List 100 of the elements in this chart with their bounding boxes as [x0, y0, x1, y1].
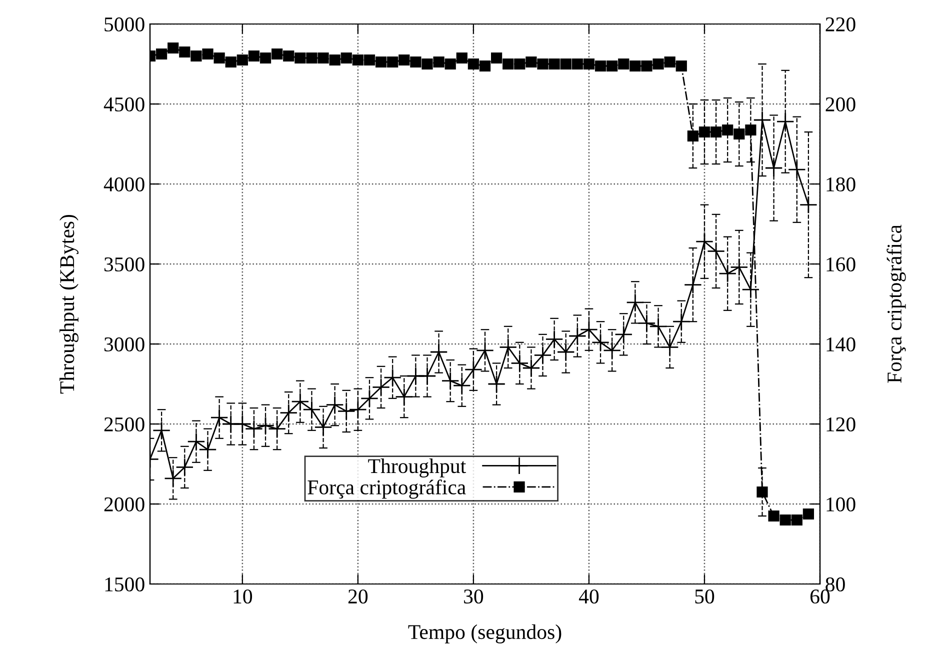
point	[294, 52, 306, 64]
point	[698, 126, 710, 138]
point	[398, 54, 410, 66]
point	[291, 392, 310, 411]
point	[676, 60, 687, 72]
point	[272, 48, 283, 60]
legend-label: Throughput	[368, 458, 466, 478]
point	[672, 312, 690, 331]
point	[756, 486, 768, 498]
point	[464, 360, 482, 379]
point	[444, 58, 456, 70]
point	[614, 325, 633, 344]
y2-tick-label: 120	[826, 417, 856, 432]
point	[580, 320, 598, 339]
y-tick-label: 5000	[104, 17, 144, 32]
point	[387, 56, 398, 68]
x-tick-label: 10	[234, 589, 252, 604]
point	[684, 276, 702, 294]
point	[548, 58, 560, 70]
point	[652, 58, 664, 70]
y2-tick-label: 160	[826, 257, 856, 272]
point	[722, 124, 734, 136]
y-tick-label: 4500	[104, 97, 144, 112]
point	[591, 333, 610, 352]
point	[280, 404, 298, 422]
point	[152, 421, 171, 440]
point	[337, 402, 356, 420]
point	[618, 58, 630, 70]
point	[649, 317, 668, 336]
point	[202, 48, 214, 60]
point	[710, 126, 722, 138]
point	[502, 58, 514, 70]
y-tick-label: 3000	[104, 337, 144, 352]
point	[490, 52, 502, 64]
point	[764, 158, 783, 178]
point	[268, 420, 286, 438]
point	[190, 50, 202, 62]
point	[730, 258, 748, 276]
point	[742, 280, 760, 299]
y2-tick-label: 140	[826, 337, 856, 352]
point	[707, 242, 726, 260]
point	[384, 368, 402, 387]
point	[179, 46, 190, 58]
point	[791, 514, 802, 526]
point	[156, 48, 168, 60]
point	[433, 56, 444, 68]
point	[418, 366, 436, 386]
point	[340, 52, 352, 64]
point	[594, 60, 606, 72]
x-axis-title: Tempo (segundos)	[408, 624, 562, 644]
point	[780, 514, 791, 526]
point	[348, 400, 367, 419]
point	[479, 60, 491, 72]
point	[526, 56, 537, 68]
point	[534, 346, 552, 364]
y2-tick-label: 200	[826, 97, 856, 112]
y2-tick-label: 180	[826, 177, 856, 192]
point	[799, 196, 818, 214]
point	[630, 60, 641, 72]
point	[603, 341, 622, 360]
point	[236, 54, 248, 66]
y2-tick-label: 220	[826, 17, 856, 32]
point	[572, 58, 583, 70]
point	[626, 293, 644, 312]
point	[302, 400, 321, 419]
y-tick-label: 3500	[104, 257, 144, 272]
y-tick-label: 4000	[104, 177, 144, 192]
point	[422, 58, 433, 70]
point	[641, 60, 652, 72]
y-tick-label: 2500	[104, 417, 144, 432]
y2-tick-label: 100	[826, 497, 856, 512]
point	[499, 338, 518, 356]
point	[364, 54, 376, 66]
point	[664, 56, 676, 68]
point	[318, 52, 329, 64]
y-tick-label: 1500	[105, 577, 144, 592]
point	[441, 372, 460, 390]
point	[452, 376, 471, 395]
point	[248, 50, 260, 62]
y2-axis-title: Força criptográfica	[886, 224, 906, 383]
point	[233, 414, 252, 434]
x-tick-label: 30	[464, 589, 484, 604]
point	[244, 420, 263, 438]
y-tick-label: 2000	[104, 497, 144, 512]
x-tick-label: 40	[578, 589, 599, 604]
point	[214, 52, 225, 64]
point	[225, 56, 236, 68]
point	[210, 408, 228, 427]
point	[510, 354, 529, 372]
point	[522, 358, 540, 378]
point	[583, 58, 595, 70]
point	[768, 510, 780, 522]
point	[168, 42, 179, 54]
point	[372, 378, 390, 396]
point	[687, 130, 698, 142]
point	[352, 54, 364, 66]
y2-tick-label: 80	[826, 577, 845, 592]
point	[256, 416, 275, 435]
point	[164, 469, 182, 488]
point	[753, 110, 772, 130]
